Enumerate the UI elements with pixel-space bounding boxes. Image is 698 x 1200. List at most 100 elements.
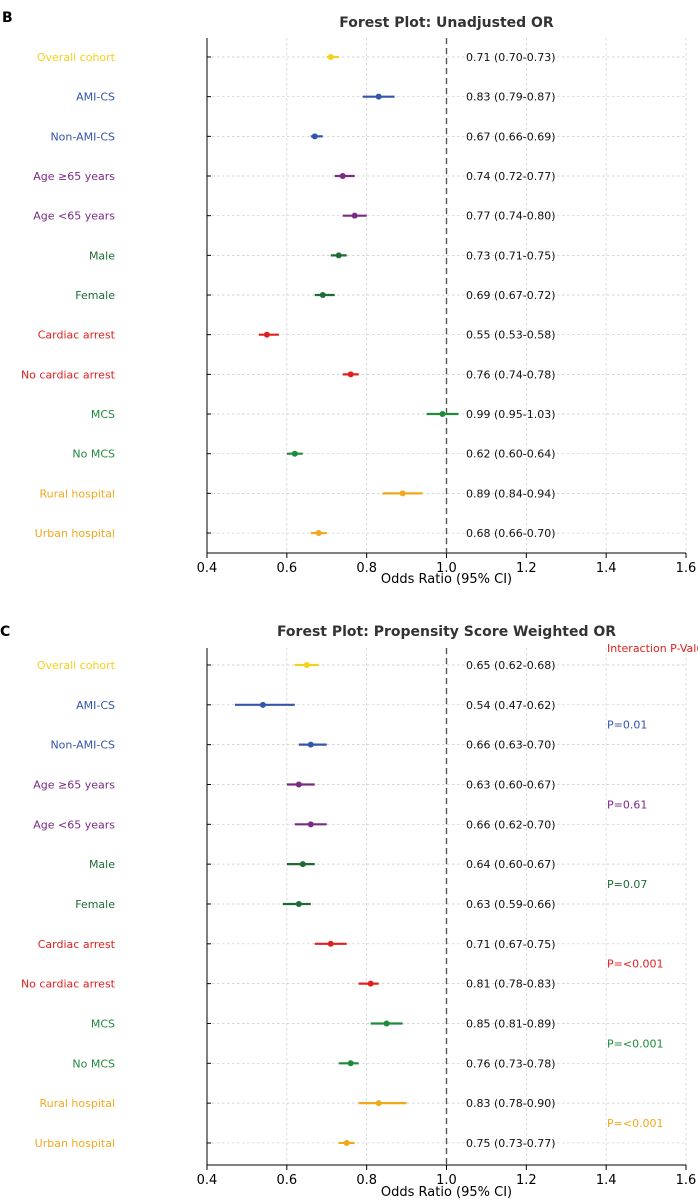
or-point <box>319 292 326 299</box>
or-point <box>295 900 302 907</box>
x-tick-label: 1.4 <box>596 1173 617 1188</box>
row-label: Male <box>89 858 115 871</box>
or-ci-text: 0.76 (0.74-0.78) <box>466 368 556 381</box>
or-point <box>327 940 334 947</box>
x-tick-label: 1.4 <box>596 561 617 576</box>
panel-label: B <box>2 10 13 26</box>
x-tick-label: 1.6 <box>676 1173 697 1188</box>
chart-title: Forest Plot: Unadjusted OR <box>339 15 554 31</box>
row-label: Age ≥65 years <box>33 778 115 791</box>
or-ci-text: 0.66 (0.62-0.70) <box>466 818 556 831</box>
or-ci-text: 0.67 (0.66-0.69) <box>466 130 556 143</box>
row-label: MCS <box>91 408 115 421</box>
or-ci-text: 0.62 (0.60-0.64) <box>466 448 556 461</box>
x-tick-label: 1.0 <box>436 561 457 576</box>
x-tick-label: 0.4 <box>197 561 218 576</box>
or-ci-text: 0.55 (0.53-0.58) <box>466 329 556 342</box>
or-ci-text: 0.85 (0.81-0.89) <box>466 1017 556 1030</box>
x-tick-label: 0.8 <box>356 561 377 576</box>
x-axis-label: Odds Ratio (95% CI) <box>381 1185 512 1200</box>
row-label: Male <box>89 249 115 262</box>
panel-label: C <box>0 624 10 640</box>
row-label: Urban hospital <box>35 527 115 540</box>
or-ci-text: 0.54 (0.47-0.62) <box>466 699 556 712</box>
or-point <box>375 93 382 100</box>
row-label: No cardiac arrest <box>21 368 116 381</box>
interaction-header: Interaction P-Value <box>607 642 698 655</box>
or-point <box>335 252 342 259</box>
or-point <box>375 1100 382 1107</box>
row-label: Age <65 years <box>33 210 115 223</box>
x-tick-label: 0.8 <box>356 1173 377 1188</box>
or-point <box>307 821 314 828</box>
or-ci-text: 0.83 (0.78-0.90) <box>466 1097 556 1110</box>
or-ci-text: 0.74 (0.72-0.77) <box>466 170 556 183</box>
or-point <box>367 980 374 987</box>
or-point <box>307 741 314 748</box>
x-tick-label: 1.0 <box>436 1173 457 1188</box>
x-tick-label: 0.4 <box>197 1173 218 1188</box>
row-label: Overall cohort <box>37 659 116 672</box>
row-label: No cardiac arrest <box>21 978 116 991</box>
row-label: Female <box>75 289 115 302</box>
or-point <box>263 331 270 338</box>
row-label: Urban hospital <box>35 1137 115 1150</box>
x-tick-label: 1.2 <box>516 1173 537 1188</box>
row-label: No MCS <box>72 448 115 461</box>
or-ci-text: 0.66 (0.63-0.70) <box>466 739 556 752</box>
row-label: Non-AMI-CS <box>50 130 115 143</box>
or-point <box>291 450 298 457</box>
or-ci-text: 0.68 (0.66-0.70) <box>466 527 556 540</box>
or-ci-text: 0.71 (0.67-0.75) <box>466 938 556 951</box>
or-point <box>383 1020 390 1027</box>
or-ci-text: 0.75 (0.73-0.77) <box>466 1137 556 1150</box>
row-label: No MCS <box>72 1057 115 1070</box>
or-point <box>315 530 322 537</box>
row-label: Cardiac arrest <box>38 329 116 342</box>
or-point <box>299 861 306 868</box>
interaction-p-value: P=<0.001 <box>607 958 664 971</box>
or-point <box>327 54 334 60</box>
or-point <box>343 1139 350 1146</box>
or-ci-text: 0.63 (0.59-0.66) <box>466 898 556 911</box>
or-point <box>439 411 446 418</box>
or-ci-text: 0.71 (0.70-0.73) <box>466 51 556 64</box>
or-ci-text: 0.64 (0.60-0.67) <box>466 858 556 871</box>
row-label: Female <box>75 898 115 911</box>
or-point <box>347 1060 354 1067</box>
or-ci-text: 0.73 (0.71-0.75) <box>466 249 556 262</box>
or-ci-text: 0.77 (0.74-0.80) <box>466 210 556 223</box>
row-label: MCS <box>91 1017 115 1030</box>
or-ci-text: 0.65 (0.62-0.68) <box>466 659 556 672</box>
interaction-p-value: P=0.01 <box>607 719 647 732</box>
row-label: Age ≥65 years <box>33 170 115 183</box>
row-label: Rural hospital <box>39 487 115 500</box>
forest-plot-c: C Forest Plot: Propensity Score Weighted … <box>0 624 698 1200</box>
or-point <box>351 212 358 219</box>
or-point <box>303 662 310 668</box>
interaction-p-value: P=<0.001 <box>607 1117 664 1130</box>
row-label: Age <65 years <box>33 818 115 831</box>
or-point <box>295 781 302 788</box>
or-ci-text: 0.81 (0.78-0.83) <box>466 978 556 991</box>
or-ci-text: 0.99 (0.95-1.03) <box>466 408 556 421</box>
or-point <box>339 173 346 180</box>
or-ci-text: 0.83 (0.79-0.87) <box>466 91 556 104</box>
row-label: Rural hospital <box>39 1097 115 1110</box>
interaction-p-value: P=0.07 <box>607 878 647 891</box>
forest-plot-b: B Forest Plot: Unadjusted OR 0.4 0.6 0.8 1.0 1… <box>2 10 696 587</box>
or-ci-text: 0.63 (0.60-0.67) <box>466 778 556 791</box>
x-tick-label: 0.6 <box>276 1173 297 1188</box>
x-tick-label: 1.2 <box>516 561 537 576</box>
chart-title: Forest Plot: Propensity Score Weighted O… <box>277 624 616 640</box>
row-label: Non-AMI-CS <box>50 739 115 752</box>
row-label: Cardiac arrest <box>38 938 116 951</box>
or-point <box>399 490 406 497</box>
or-ci-text: 0.89 (0.84-0.94) <box>466 487 556 500</box>
or-ci-text: 0.76 (0.73-0.78) <box>466 1057 556 1070</box>
x-axis-label: Odds Ratio (95% CI) <box>381 572 512 587</box>
x-tick-label: 0.6 <box>276 561 297 576</box>
interaction-p-value: P=0.61 <box>607 798 647 811</box>
interaction-p-value: P=<0.001 <box>607 1037 664 1050</box>
